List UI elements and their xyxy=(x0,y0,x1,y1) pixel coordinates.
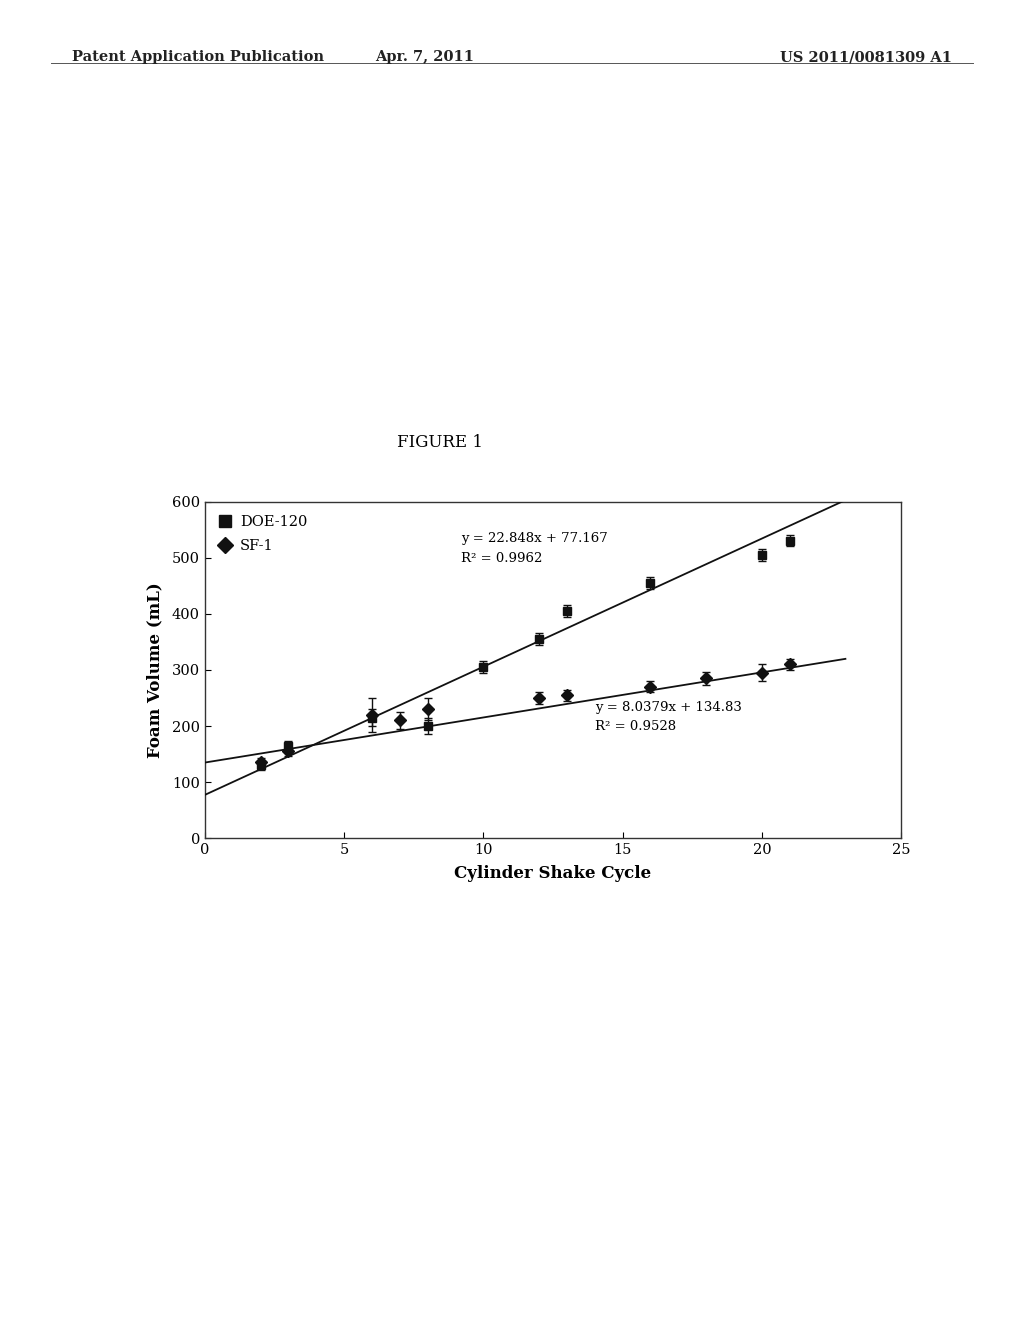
Text: y = 8.0379x + 134.83: y = 8.0379x + 134.83 xyxy=(595,701,741,714)
Text: Patent Application Publication: Patent Application Publication xyxy=(72,50,324,65)
Text: y = 22.848x + 77.167: y = 22.848x + 77.167 xyxy=(461,532,608,545)
Y-axis label: Foam Volume (mL): Foam Volume (mL) xyxy=(146,582,164,758)
Text: R² = 0.9528: R² = 0.9528 xyxy=(595,721,676,734)
Text: US 2011/0081309 A1: US 2011/0081309 A1 xyxy=(780,50,952,65)
Text: FIGURE 1: FIGURE 1 xyxy=(397,434,483,451)
Text: R² = 0.9962: R² = 0.9962 xyxy=(461,552,543,565)
Text: Apr. 7, 2011: Apr. 7, 2011 xyxy=(376,50,474,65)
X-axis label: Cylinder Shake Cycle: Cylinder Shake Cycle xyxy=(455,866,651,882)
Legend: DOE-120, SF-1: DOE-120, SF-1 xyxy=(212,510,313,558)
